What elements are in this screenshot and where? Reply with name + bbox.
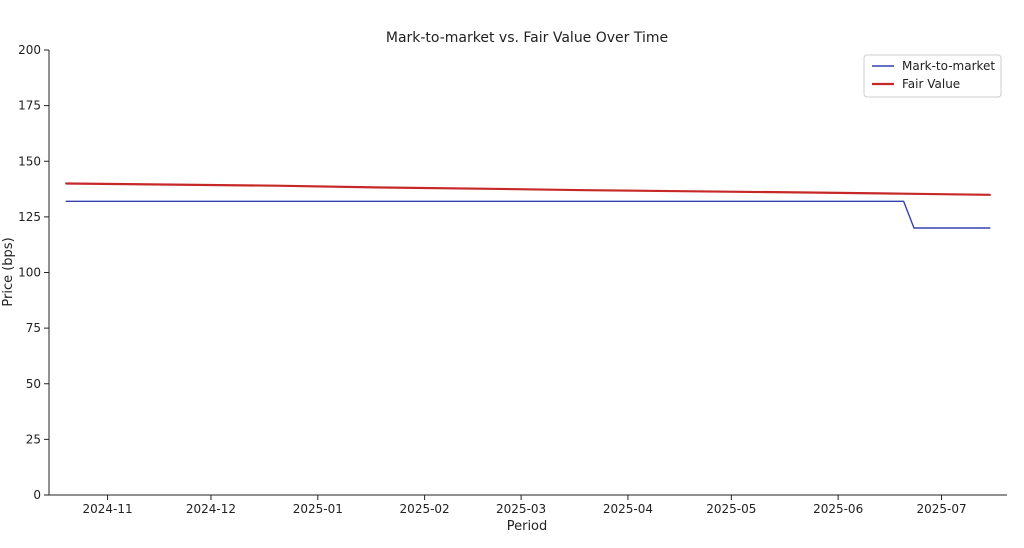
mark-to-market-series-line (65, 200, 991, 229)
x-tick-label: 2025-03 (496, 502, 546, 516)
y-tick-label: 200 (18, 43, 41, 57)
y-tick-label: 50 (26, 377, 41, 391)
legend-box (863, 54, 1002, 98)
x-tick-label: 2025-06 (813, 502, 863, 516)
x-tick-label: 2025-04 (603, 502, 653, 516)
y-tick-label: 125 (18, 210, 41, 224)
y-axis-title: Price (bps) (1, 237, 16, 306)
x-tick-label: 2025-01 (293, 502, 343, 516)
plot-area (65, 182, 991, 229)
y-tick-label: 75 (26, 321, 41, 335)
y-tick-label: 25 (26, 432, 41, 446)
x-axis-title: Period (507, 519, 548, 534)
x-axis: 2024-11 2024-12 2025-01 2025-02 2025-03 2025-… (49, 494, 1007, 516)
legend-label-fair-value: Fair Value (902, 77, 960, 91)
legend-label-mark-to-market: Mark-to-market (902, 59, 995, 73)
chart-title: Mark-to-market vs. Fair Value Over Time (386, 30, 668, 46)
x-tick-label: 2024-11 (83, 502, 133, 516)
legend: Mark-to-market Fair Value (863, 54, 1002, 98)
y-tick-label: 100 (18, 266, 41, 280)
x-tick-label: 2025-02 (400, 502, 450, 516)
x-tick-label: 2025-07 (916, 502, 966, 516)
y-tick-label: 0 (33, 488, 41, 502)
y-tick-label: 175 (18, 99, 41, 113)
x-tick-label: 2025-05 (706, 502, 756, 516)
x-tick-label: 2024-12 (186, 502, 236, 516)
y-tick-label: 150 (18, 154, 41, 168)
y-axis: 0 25 50 75 100 125 150 175 200 (18, 43, 50, 502)
fair-value-series-line (65, 182, 991, 196)
